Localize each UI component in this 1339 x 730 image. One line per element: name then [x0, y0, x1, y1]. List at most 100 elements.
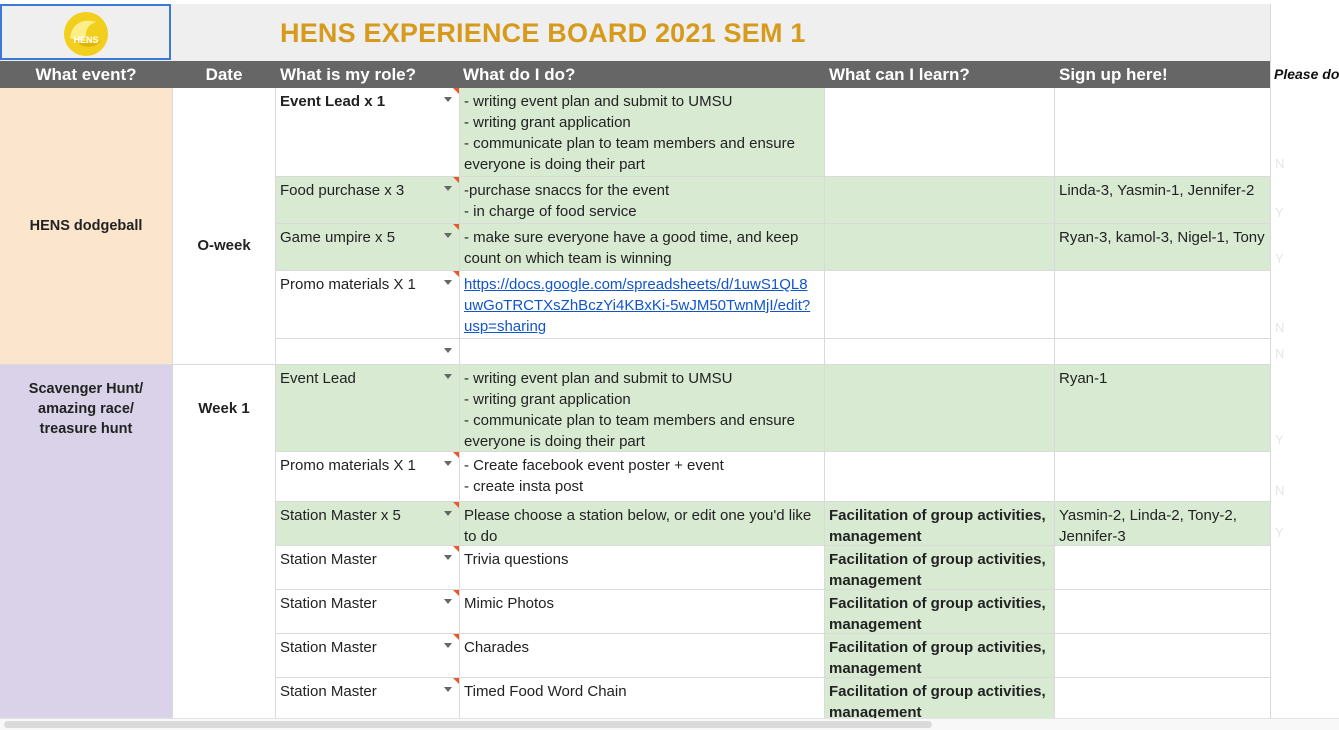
- role-cell[interactable]: Station Master: [280, 683, 377, 700]
- role-cell[interactable]: [276, 339, 459, 364]
- header-what-can-i-learn[interactable]: What can I learn?: [829, 65, 970, 84]
- title-row: [0, 4, 1270, 61]
- role-cell[interactable]: Station Master x 5: [276, 502, 459, 546]
- role-cell[interactable]: Station Master: [280, 551, 377, 568]
- header-date[interactable]: Date: [205, 65, 243, 84]
- gridline: [1054, 88, 1055, 718]
- signup-cell[interactable]: Yasmin-2, Linda-2, Tony-2, Jennifer-3: [1055, 502, 1270, 546]
- learn-cell[interactable]: [825, 452, 1055, 501]
- dropdown-arrow-icon[interactable]: [444, 374, 452, 379]
- learn-cell[interactable]: Facilitation of group activities, manage…: [825, 678, 1055, 718]
- comment-flag-icon[interactable]: [453, 224, 459, 230]
- dropdown-arrow-icon[interactable]: [444, 280, 452, 285]
- dropdown-arrow-icon[interactable]: [444, 643, 452, 648]
- role-cell[interactable]: Food purchase x 3: [276, 177, 459, 223]
- learn-cell[interactable]: [825, 177, 1055, 223]
- comment-flag-icon[interactable]: [453, 271, 459, 277]
- gridline: [824, 88, 825, 718]
- signup-cell[interactable]: [1055, 452, 1270, 501]
- gridline: [276, 545, 1270, 546]
- role-cell[interactable]: Promo materials X 1: [280, 276, 416, 293]
- gridline: [276, 589, 1270, 590]
- learn-cell[interactable]: Facilitation of group activities, manage…: [825, 634, 1055, 678]
- hens-logo: HENS: [64, 12, 108, 56]
- dropdown-arrow-icon[interactable]: [444, 555, 452, 560]
- role-cell[interactable]: Game umpire x 5: [276, 224, 459, 270]
- comment-flag-icon[interactable]: [453, 678, 459, 684]
- role-cell[interactable]: Station Master: [280, 595, 377, 612]
- signup-cell[interactable]: Ryan-3, kamol-3, Nigel-1, Tony: [1055, 224, 1270, 270]
- event-cell-scavenger-hunt[interactable]: [0, 364, 172, 718]
- do-cell[interactable]: Timed Food Word Chain: [464, 683, 627, 700]
- header-sign-up[interactable]: Sign up here!: [1059, 65, 1168, 84]
- gridline: [276, 338, 1270, 339]
- selected-cell-a1[interactable]: HENS: [0, 4, 171, 60]
- dropdown-arrow-icon[interactable]: [444, 511, 452, 516]
- gridline: [276, 270, 1270, 271]
- scrollbar-thumb[interactable]: [4, 721, 932, 728]
- role-cell[interactable]: Promo materials X 1: [280, 457, 416, 474]
- gridline: [276, 501, 1270, 502]
- signup-cell[interactable]: Linda-3, Yasmin-1, Jennifer-2: [1055, 177, 1270, 223]
- learn-cell[interactable]: [825, 88, 1055, 176]
- do-cell[interactable]: - Create facebook event poster + event -…: [464, 457, 724, 495]
- comment-flag-icon[interactable]: [453, 634, 459, 640]
- do-cell[interactable]: Charades: [464, 639, 530, 656]
- event-cell-dodgeball[interactable]: [0, 88, 172, 364]
- header-please-note[interactable]: Please do: [1274, 66, 1339, 82]
- do-cell[interactable]: Mimic Photos: [464, 595, 555, 612]
- do-cell[interactable]: - writing event plan and submit to UMSU …: [460, 365, 825, 451]
- signup-cell[interactable]: [1055, 590, 1270, 634]
- comment-flag-icon[interactable]: [453, 452, 459, 458]
- dropdown-arrow-icon[interactable]: [444, 233, 452, 238]
- do-cell[interactable]: Please choose a station below, or edit o…: [460, 502, 825, 546]
- role-cell[interactable]: Station Master: [280, 639, 377, 656]
- signup-cell[interactable]: [1055, 678, 1270, 718]
- signup-cell[interactable]: [1055, 634, 1270, 678]
- do-cell[interactable]: - writing event plan and submit to UMSU …: [460, 88, 825, 176]
- header-event[interactable]: What event?: [35, 65, 137, 84]
- gridline: [275, 88, 276, 718]
- comment-flag-icon[interactable]: [453, 177, 459, 183]
- dropdown-arrow-icon[interactable]: [444, 599, 452, 604]
- comment-flag-icon[interactable]: [453, 88, 459, 94]
- do-cell[interactable]: - make sure everyone have a good time, a…: [460, 224, 825, 270]
- do-cell[interactable]: Trivia questions: [464, 551, 569, 568]
- promo-materials-link[interactable]: https://docs.google.com/spreadsheets/d/1…: [464, 276, 811, 335]
- learn-cell[interactable]: Facilitation of group activities, manage…: [825, 590, 1055, 634]
- dropdown-arrow-icon[interactable]: [444, 461, 452, 466]
- horizontal-scrollbar[interactable]: [0, 718, 1339, 730]
- ghost-mark: Y: [1275, 525, 1284, 540]
- do-cell[interactable]: -purchase snaccs for the event - in char…: [460, 177, 825, 223]
- learn-cell[interactable]: [825, 339, 1055, 364]
- signup-cell[interactable]: [1055, 339, 1270, 364]
- signup-cell[interactable]: [1055, 271, 1270, 338]
- signup-cell[interactable]: [1055, 88, 1270, 176]
- header-what-do-i-do[interactable]: What do I do?: [463, 65, 576, 84]
- ghost-mark: N: [1275, 346, 1285, 361]
- role-cell[interactable]: Event Lead x 1: [280, 93, 386, 110]
- learn-cell[interactable]: Facilitation of group activities, manage…: [825, 546, 1055, 590]
- comment-flag-icon[interactable]: [453, 546, 459, 552]
- comment-flag-icon[interactable]: [453, 590, 459, 596]
- gridline: [0, 364, 1270, 365]
- dropdown-arrow-icon[interactable]: [444, 97, 452, 102]
- gridline: [172, 88, 173, 718]
- do-cell[interactable]: [460, 339, 825, 364]
- dropdown-arrow-icon[interactable]: [444, 348, 452, 353]
- dropdown-arrow-icon[interactable]: [444, 687, 452, 692]
- dropdown-arrow-icon[interactable]: [444, 186, 452, 191]
- ghost-mark: N: [1275, 156, 1285, 171]
- learn-cell[interactable]: Facilitation of group activities, manage…: [825, 502, 1055, 546]
- ghost-mark: N: [1275, 320, 1285, 335]
- learn-cell[interactable]: [825, 365, 1055, 451]
- gridline: [276, 223, 1270, 224]
- signup-cell[interactable]: Ryan-1: [1055, 365, 1270, 451]
- signup-cell[interactable]: [1055, 546, 1270, 590]
- learn-cell[interactable]: [825, 271, 1055, 338]
- learn-cell[interactable]: [825, 224, 1055, 270]
- comment-flag-icon[interactable]: [453, 502, 459, 508]
- role-cell[interactable]: Event Lead: [276, 365, 459, 451]
- header-role[interactable]: What is my role?: [280, 65, 417, 84]
